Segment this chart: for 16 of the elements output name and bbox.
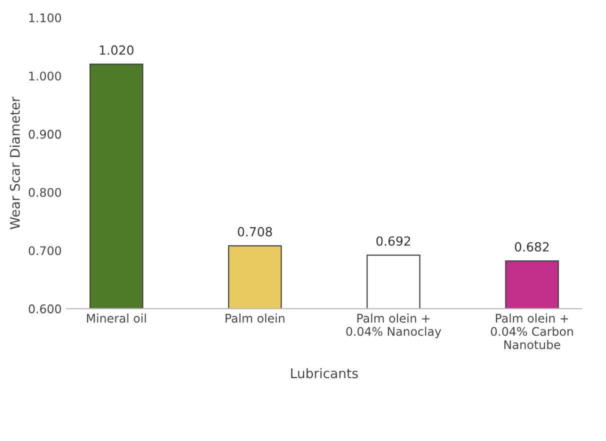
- x-tick-label: Palm olein + 0.04% Nanoclay: [346, 314, 442, 338]
- data-label: 1.020: [100, 45, 134, 55]
- y-axis-title: Wear Scar Diameter: [10, 96, 20, 230]
- y-tick-label: 0.800: [28, 188, 62, 197]
- x-tick-label: Palm olein: [226, 314, 284, 323]
- y-tick-label: 1.000: [29, 72, 62, 81]
- x-axis-title: Lubricants: [291, 368, 358, 378]
- data-label: 0.682: [514, 242, 549, 252]
- data-label: 0.692: [376, 236, 410, 246]
- y-tick-label: 1.100: [29, 13, 62, 22]
- y-tick-label: 0.900: [28, 130, 62, 139]
- y-tick-label: 0.700: [28, 246, 62, 256]
- x-tick-label: Palm olein + 0.04% Carbon Nanotube: [490, 314, 573, 350]
- y-tick-label: 0.600: [28, 304, 62, 314]
- x-tick-label: Mineral oil: [87, 314, 146, 323]
- data-label: 0.708: [238, 227, 272, 236]
